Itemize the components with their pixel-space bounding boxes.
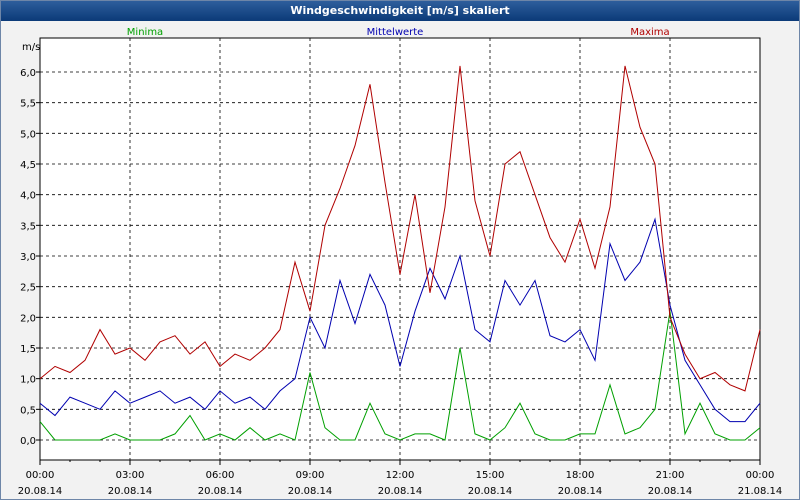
x-tick-time-label: 00:00	[26, 470, 55, 481]
x-tick-date-label: 20.08.14	[108, 486, 153, 497]
x-tick-time-label: 03:00	[116, 470, 145, 481]
legend-entry-mittelwerte: Mittelwerte	[367, 27, 424, 38]
y-tick-label: 5,5	[20, 99, 36, 110]
x-tick-time-label: 15:00	[476, 470, 505, 481]
x-tick-time-label: 21:00	[656, 470, 685, 481]
x-tick-date-label: 20.08.14	[198, 486, 243, 497]
x-tick-time-label: 18:00	[566, 470, 595, 481]
y-tick-label: 2,5	[20, 283, 36, 294]
series-line-mittelwerte	[39, 217, 761, 423]
y-tick-label: 2,0	[20, 313, 36, 324]
x-tick-time-label: 09:00	[296, 470, 325, 481]
y-tick-label: 5,0	[20, 129, 36, 140]
x-tick-time-label: 06:00	[206, 470, 235, 481]
legend-entry-minima: Minima	[127, 27, 163, 38]
chart-title: Windgeschwindigkeit [m/s] skaliert	[1, 1, 799, 21]
series-line-minima	[39, 311, 761, 441]
y-tick-label: 1,0	[20, 375, 36, 386]
y-axis: 0,0 0,5 1,0 1,5 2,0 2,5 3,0 3,5 4,0 4,5 5,0 5,5 6,0	[20, 68, 40, 447]
x-tick-date-label: 20.08.14	[378, 486, 423, 497]
series-line-maxima	[39, 65, 761, 392]
x-tick-date-label: 20.08.14	[648, 486, 693, 497]
x-tick-time-label: 12:00	[386, 470, 415, 481]
y-tick-label: 4,0	[20, 191, 36, 202]
x-tick-date-label: 20.08.14	[288, 486, 333, 497]
series-lines	[39, 65, 761, 441]
x-axis: 00:00 20.08.14 03:00 20.08.14 06:00 20.08.14 0…	[18, 460, 783, 497]
y-tick-label: 3,5	[20, 221, 36, 232]
y-tick-label: 0,5	[20, 405, 36, 416]
y-tick-label: 3,0	[20, 252, 36, 263]
y-tick-label: 0,0	[20, 436, 36, 447]
y-axis-unit-label: m/s	[22, 42, 40, 53]
x-tick-date-label: 20.08.14	[18, 486, 63, 497]
y-tick-label: 1,5	[20, 344, 36, 355]
x-tick-date-label: 21.08.14	[738, 486, 783, 497]
x-tick-date-label: 20.08.14	[468, 486, 513, 497]
x-tick-time-label: 00:00	[746, 470, 775, 481]
y-tick-label: 6,0	[20, 68, 36, 79]
x-tick-date-label: 20.08.14	[558, 486, 603, 497]
y-tick-label: 4,5	[20, 160, 36, 171]
legend-entry-maxima: Maxima	[630, 27, 669, 38]
legend: Minima Mittelwerte Maxima	[127, 27, 670, 38]
